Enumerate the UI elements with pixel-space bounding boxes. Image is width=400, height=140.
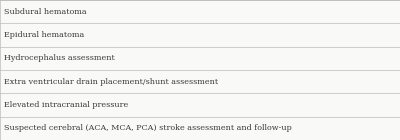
Text: Hydrocephalus assessment: Hydrocephalus assessment xyxy=(4,54,115,62)
Text: Subdural hematoma: Subdural hematoma xyxy=(4,8,87,16)
Text: Extra ventricular drain placement/shunt assessment: Extra ventricular drain placement/shunt … xyxy=(4,78,218,86)
Text: Suspected cerebral (ACA, MCA, PCA) stroke assessment and follow-up: Suspected cerebral (ACA, MCA, PCA) strok… xyxy=(4,124,292,132)
Text: Elevated intracranial pressure: Elevated intracranial pressure xyxy=(4,101,128,109)
Text: Epidural hematoma: Epidural hematoma xyxy=(4,31,84,39)
